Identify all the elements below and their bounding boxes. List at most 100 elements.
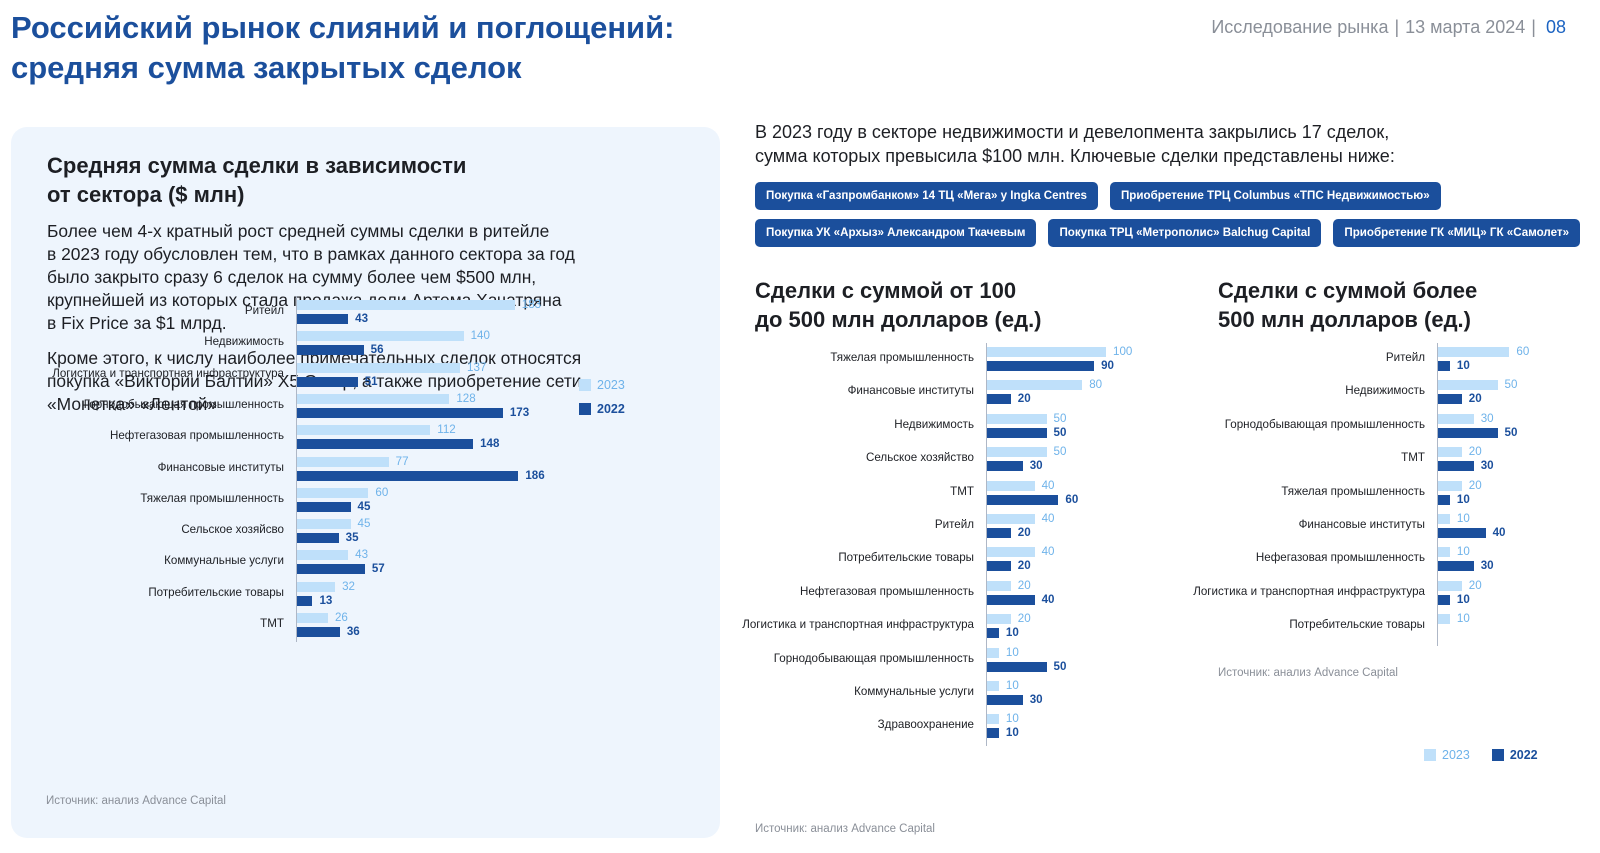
- right-title-line1: Сделки с суммой более: [1218, 278, 1478, 303]
- value-label: 50: [1053, 425, 1067, 439]
- legend-label-2023: 2023: [597, 378, 625, 392]
- bar-2023: [987, 447, 1047, 458]
- category-label: Потребительские товары: [148, 585, 284, 599]
- bar-2023: [987, 514, 1035, 524]
- value-label: 20: [1017, 526, 1031, 539]
- bar-2022: [1438, 494, 1450, 505]
- value-label: 40: [1041, 592, 1055, 606]
- value-label: 128: [456, 391, 476, 405]
- category-label: Коммунальные услуги: [854, 685, 974, 698]
- value-label: 10: [1456, 512, 1470, 525]
- bar-2023: [1438, 347, 1510, 357]
- value-label: 20: [1017, 578, 1031, 592]
- bar-2022: [987, 728, 999, 739]
- bar-2023: [297, 300, 515, 310]
- value-label: 10: [1005, 679, 1019, 692]
- value-label: 20: [1468, 478, 1482, 492]
- bar-2022: [297, 314, 349, 324]
- bar-2023: [987, 580, 1011, 591]
- deal-tag: Покупка «Газпромбанком» 14 ТЦ «Мега» у I…: [755, 182, 1098, 210]
- right-chart-title: Сделки с суммой более 500 млн долларов (…: [1218, 276, 1477, 334]
- value-label: 45: [357, 517, 371, 531]
- text-line: Более чем 4-х кратный рост средней суммы…: [47, 221, 550, 241]
- legend-label-2022: 2022: [597, 402, 625, 416]
- bar-2022: [1438, 461, 1474, 472]
- chart-avg-deal-by-sector: Ритейл 183 43 Недвижимость 140 56 Логистика и …: [0, 290, 709, 670]
- category-label: Сельское хозяйсво: [181, 523, 284, 537]
- category-label: Нефегазовая промышленность: [1255, 551, 1425, 565]
- value-label: 43: [355, 312, 369, 325]
- category-label: Недвижимость: [1345, 384, 1425, 398]
- category-label: Недвижимость: [204, 335, 284, 349]
- category-label: Финансовые институты: [157, 460, 284, 474]
- value-label: 80: [1089, 378, 1103, 392]
- value-label: 20: [1017, 612, 1031, 626]
- bar-2023: [987, 614, 1011, 625]
- bar-2022: [297, 345, 364, 356]
- swatch-2023: [1424, 749, 1436, 761]
- text-line: в 2023 году обусловлен тем, что в рамках…: [47, 244, 575, 264]
- swatch-2022: [1491, 749, 1504, 761]
- bar-2023: [1438, 447, 1462, 458]
- bar-2023: [987, 547, 1035, 558]
- bar-2023: [987, 347, 1106, 357]
- deal-tag: Приобретение ГК «МИЦ» ГК «Самолет»: [1333, 219, 1581, 247]
- bar-2022: [1438, 594, 1450, 605]
- category-label: Финансовые институты: [847, 384, 974, 398]
- value-label: 60: [1065, 492, 1079, 506]
- deal-tag: Приобретение ТРЦ Columbus «ТПС Недвижимо…: [1109, 182, 1441, 210]
- source-left: Источник: анализ Advance Capital: [46, 795, 226, 807]
- category-label: Тяжелая промышленность: [830, 351, 974, 364]
- bar-2023: [987, 647, 999, 658]
- bar-2023: [1438, 614, 1450, 625]
- intro-line: В 2023 году в секторе недвижимости и дев…: [755, 122, 1390, 142]
- source-mid: Источник: анализ Advance Capital: [755, 823, 935, 835]
- text-line: в Fix Price за $1 млрд.: [47, 313, 227, 333]
- bar-2022: [987, 461, 1023, 472]
- legend-left: 2023 2022: [579, 378, 625, 426]
- bar-2023: [297, 519, 351, 530]
- tag-row: Покупка «Газпромбанком» 14 ТЦ «Мега» у I…: [755, 182, 1575, 210]
- bar-2022: [987, 394, 1011, 405]
- category-label: Ритейл: [934, 518, 974, 531]
- header-meta: Исследование рынка | 13 марта 2024 | 08: [1211, 17, 1566, 38]
- bar-2022: [987, 661, 1047, 672]
- bar-2023: [1438, 413, 1474, 424]
- bar-2022: [987, 528, 1011, 538]
- bar-2022: [1438, 528, 1486, 538]
- value-label: 50: [1053, 411, 1067, 425]
- left-panel-title: Средняя сумма сделки в зависимости от се…: [47, 151, 607, 209]
- value-label: 40: [1492, 526, 1506, 539]
- category-label: ТМТ: [1401, 451, 1425, 465]
- left-title-line1: Средняя сумма сделки в зависимости: [47, 153, 467, 178]
- left-panel: Средняя сумма сделки в зависимости от се…: [11, 127, 720, 838]
- value-label: 90: [1101, 359, 1114, 372]
- bar-2022: [297, 376, 358, 387]
- deal-tag: Покупка ТРЦ «Метрополис» Balchug Capital: [1048, 219, 1322, 247]
- category-label: Сельское хозяйство: [866, 451, 974, 465]
- bar-2022: [987, 695, 1023, 705]
- value-label: 10: [1005, 645, 1019, 659]
- bar-2023: [297, 581, 336, 592]
- value-label: 50: [1504, 378, 1518, 392]
- swatch-2022: [579, 403, 591, 415]
- report-date: 13 марта 2024: [1405, 17, 1526, 37]
- chart-axis: [986, 343, 987, 746]
- bar-2023: [1438, 547, 1450, 558]
- value-label: 36: [346, 625, 360, 638]
- deal-tag: Покупка УК «Архыз» Александром Ткачевым: [755, 219, 1037, 247]
- value-label: 10: [1456, 492, 1470, 506]
- category-label: Тяжелая промышленность: [1281, 484, 1425, 498]
- value-label: 32: [342, 579, 355, 593]
- value-label: 186: [525, 468, 545, 482]
- bar-2023: [987, 413, 1047, 424]
- value-label: 50: [1053, 659, 1067, 673]
- bar-2022: [1438, 361, 1450, 371]
- category-label: Недвижимость: [894, 417, 974, 431]
- category-label: Коммунальные услуги: [164, 554, 284, 568]
- bar-2022: [987, 628, 999, 639]
- legend-item-2023: 2023: [1424, 748, 1470, 762]
- bar-2022: [1438, 427, 1498, 438]
- value-label: 26: [334, 611, 348, 624]
- page-title-line2: средняя сумма закрытых сделок: [11, 50, 522, 85]
